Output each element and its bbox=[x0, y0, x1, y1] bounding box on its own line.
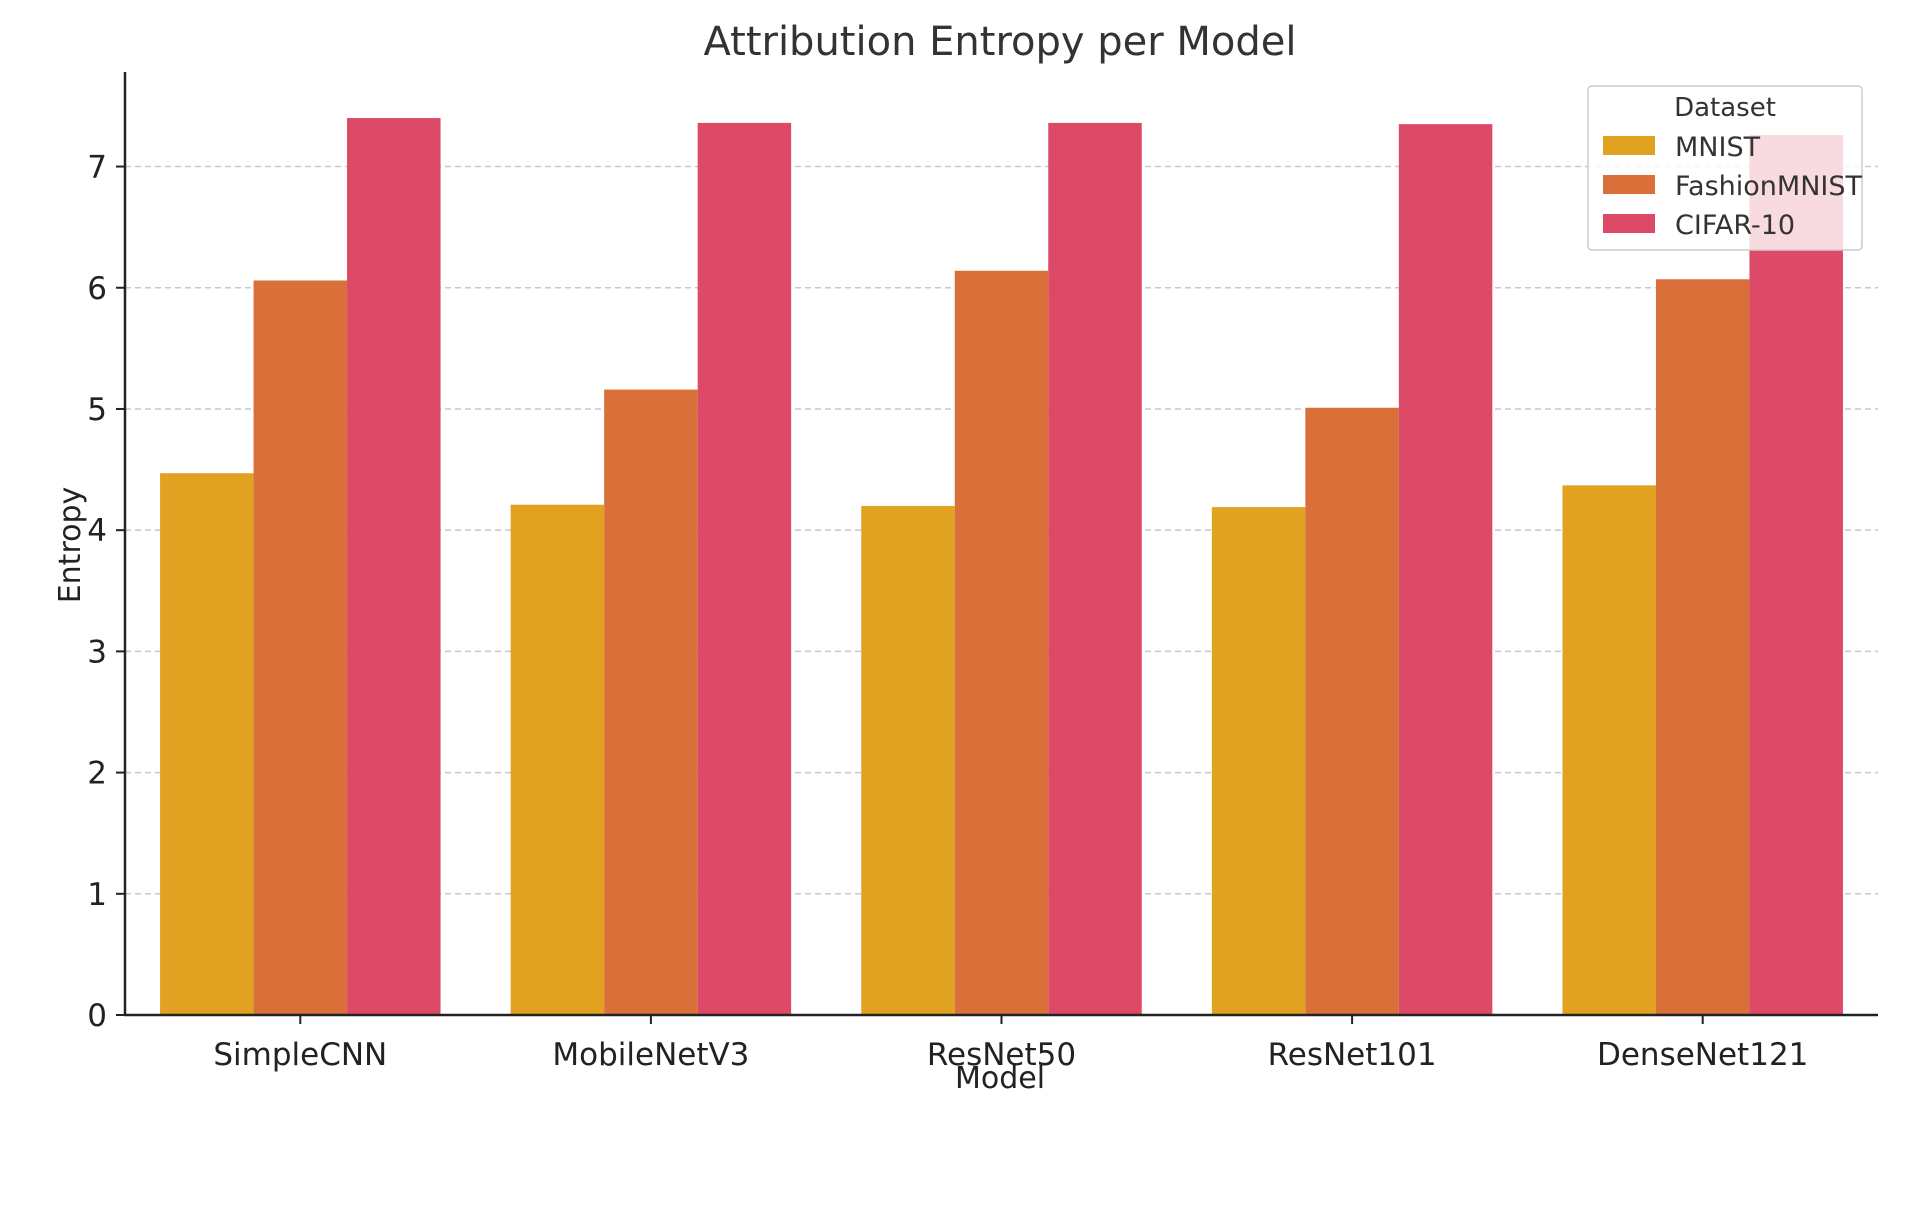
y-tick-label: 6 bbox=[87, 271, 107, 307]
bar-fashionmnist-resnet101 bbox=[1305, 407, 1399, 1015]
x-tick-label: ResNet50 bbox=[927, 1037, 1076, 1073]
bar-cifar-10-mobilenetv3 bbox=[697, 122, 792, 1015]
y-tick-label: 5 bbox=[87, 392, 107, 428]
y-tick-label: 1 bbox=[87, 877, 107, 913]
bar-cifar-10-densenet121 bbox=[1749, 135, 1843, 1016]
x-tick-label: DenseNet121 bbox=[1597, 1037, 1808, 1073]
bar-mnist-densenet121 bbox=[1562, 485, 1656, 1015]
y-tick-label: 4 bbox=[87, 513, 107, 549]
legend-swatch bbox=[1603, 136, 1655, 155]
bar-fashionmnist-resnet50 bbox=[954, 270, 1049, 1015]
legend-label: CIFAR-10 bbox=[1675, 210, 1795, 241]
bar-cifar-10-resnet101 bbox=[1398, 124, 1493, 1016]
chart-title: Attribution Entropy per Model bbox=[703, 19, 1296, 65]
bar-mnist-resnet101 bbox=[1211, 507, 1306, 1015]
y-tick-labels: 0 1 2 3 4 5 6 7 bbox=[87, 150, 107, 1034]
legend-title: Dataset bbox=[1674, 93, 1776, 123]
axes bbox=[116, 72, 1878, 1024]
bar-mnist-simplecnn bbox=[160, 473, 254, 1015]
bar-cifar-10-resnet50 bbox=[1048, 122, 1142, 1015]
legend-label: FashionMNIST bbox=[1675, 171, 1863, 202]
x-tick-label: ResNet101 bbox=[1268, 1037, 1437, 1073]
y-tick-label: 0 bbox=[87, 998, 107, 1034]
y-axis-label: Entropy bbox=[53, 487, 88, 604]
legend-swatch bbox=[1603, 214, 1655, 233]
y-tick-label: 2 bbox=[87, 756, 107, 792]
bars bbox=[160, 118, 1843, 1016]
legend-swatch bbox=[1603, 175, 1655, 194]
bar-fashionmnist-mobilenetv3 bbox=[604, 389, 698, 1015]
x-tick-label: SimpleCNN bbox=[213, 1037, 387, 1073]
y-tick-label: 3 bbox=[87, 634, 107, 670]
legend: Dataset MNIST FashionMNIST CIFAR-10 bbox=[1587, 85, 1863, 251]
bar-cifar-10-simplecnn bbox=[347, 118, 441, 1015]
x-tick-label: MobileNetV3 bbox=[552, 1037, 749, 1073]
x-axis-label: Model bbox=[955, 1061, 1045, 1096]
y-tick-label: 7 bbox=[87, 150, 107, 186]
bar-fashionmnist-densenet121 bbox=[1655, 279, 1750, 1015]
x-tick-labels: SimpleCNN MobileNetV3 ResNet50 ResNet101 Den… bbox=[213, 1037, 1808, 1073]
bar-mnist-resnet50 bbox=[861, 505, 955, 1015]
legend-label: MNIST bbox=[1675, 132, 1761, 163]
bar-fashionmnist-simplecnn bbox=[253, 280, 348, 1015]
legend-box bbox=[1587, 85, 1863, 251]
bar-mnist-mobilenetv3 bbox=[510, 504, 605, 1015]
